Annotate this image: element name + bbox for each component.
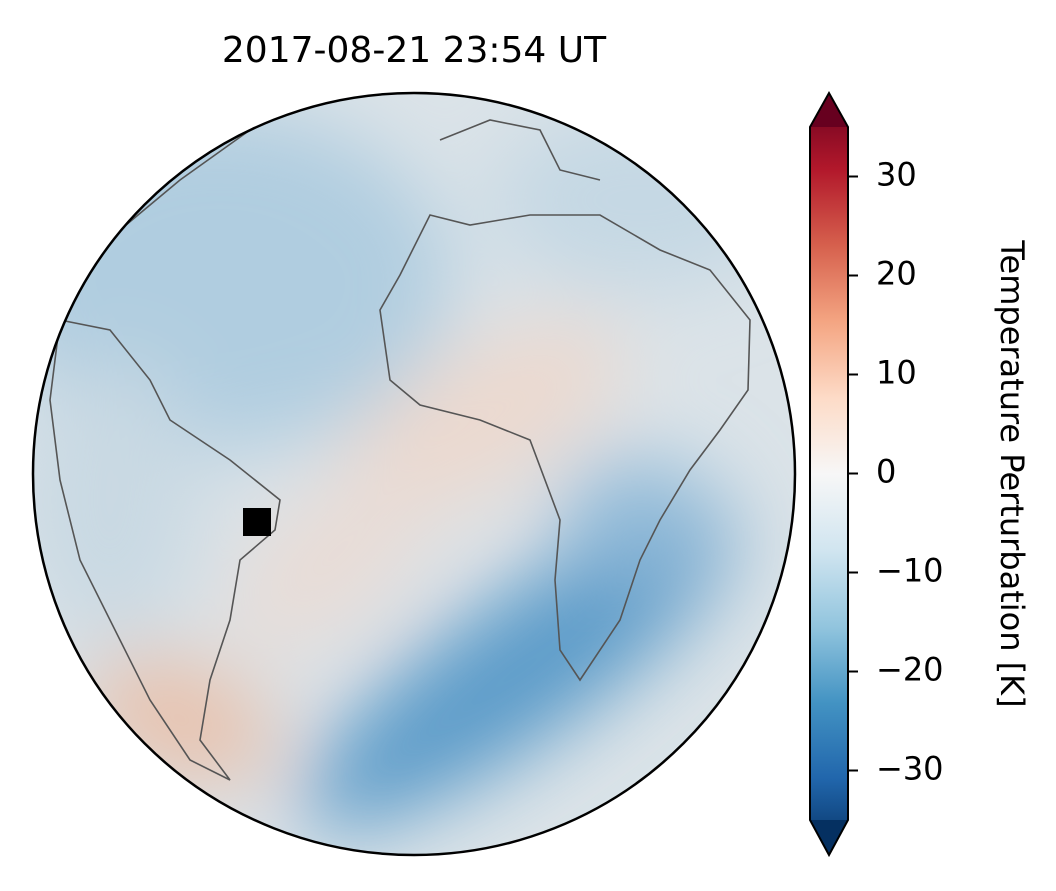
location-marker [243, 508, 271, 536]
colorbar-tick-label: 20 [876, 255, 917, 293]
chart-title: 2017-08-21 23:54 UT [222, 30, 607, 71]
colorbar-extend-min [810, 820, 848, 855]
globe [33, 93, 795, 855]
colorbar-body [810, 93, 848, 855]
colorbar-outline [809, 90, 849, 858]
colorbar [809, 90, 849, 858]
colorbar-tick-label: −30 [876, 750, 944, 788]
colorbar-tick-label: 0 [876, 453, 896, 491]
colorbar-tick-label: 10 [876, 354, 917, 392]
temperature-field [33, 110, 790, 830]
colorbar-tick-label: 30 [876, 156, 917, 194]
colorbar-tick-label: −20 [876, 651, 944, 689]
globe-outline [31, 91, 797, 857]
colorbar-tick-label: −10 [876, 552, 944, 590]
colorbar-label: Temperature Perturbation [K] [993, 239, 1031, 707]
colorbar-extend-max [810, 93, 848, 127]
